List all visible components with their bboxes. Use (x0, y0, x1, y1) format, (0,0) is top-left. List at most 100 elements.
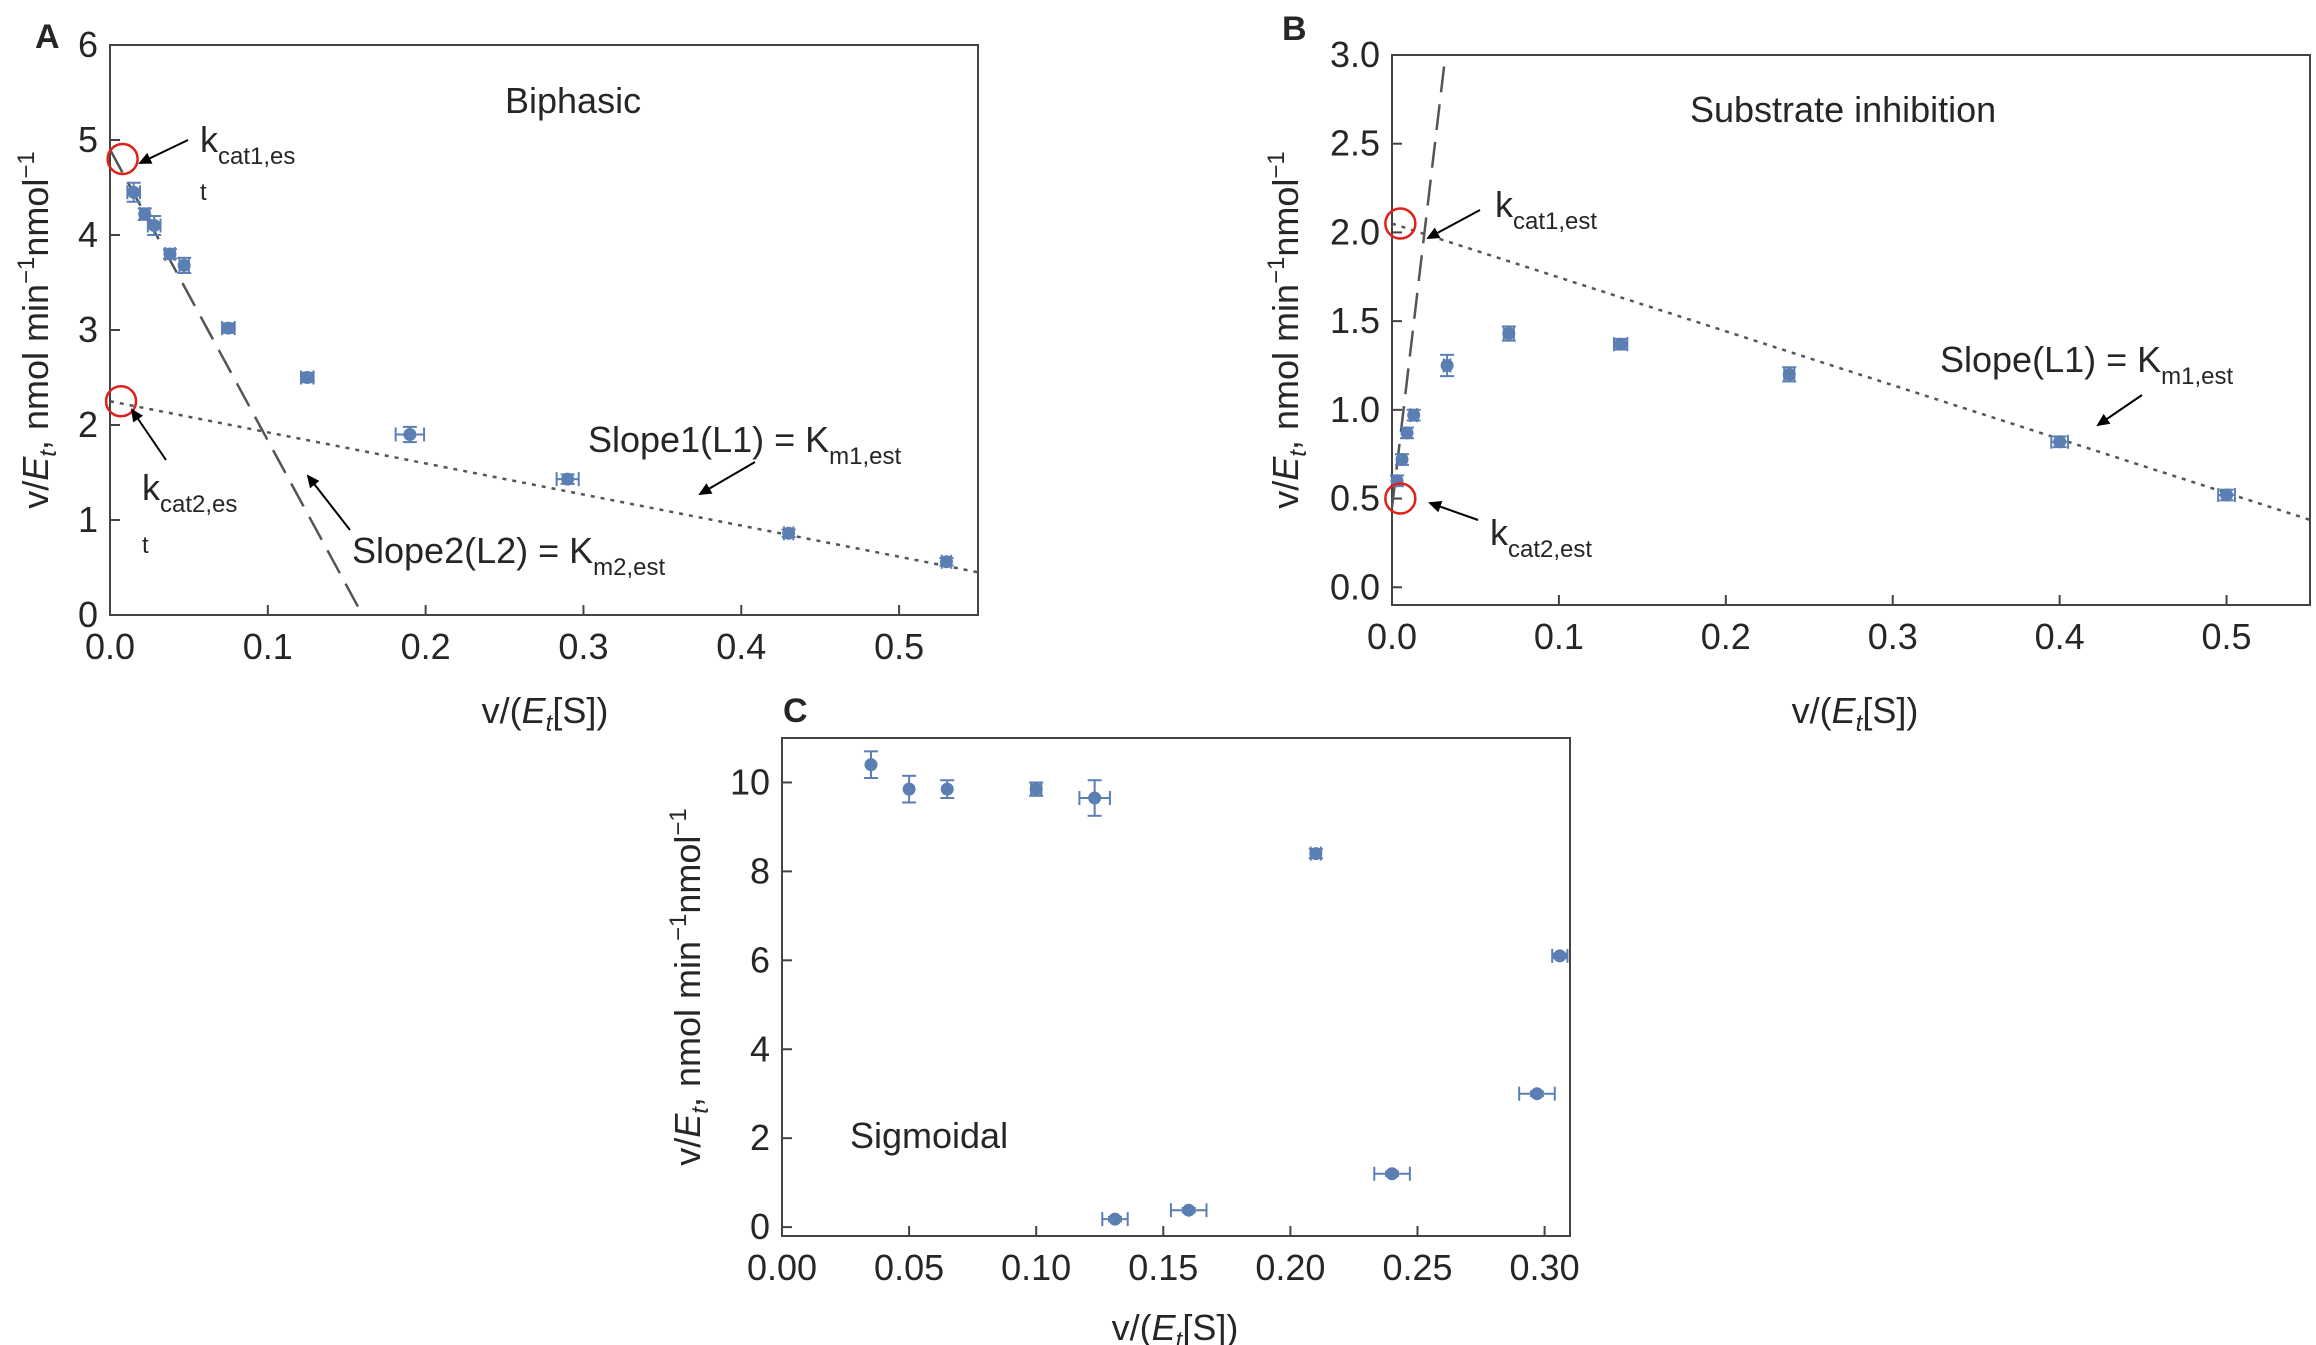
panel-b-data-point-5 (1501, 325, 1516, 342)
panel-c-marker-9 (1530, 1087, 1544, 1101)
slope1-sub: m1,est (829, 443, 901, 470)
panel-b-ytick-label-5: 2.5 (1330, 123, 1380, 164)
slope2-arrow (306, 474, 351, 531)
panel-c-xtick-label-4: 0.20 (1255, 1247, 1325, 1288)
panel-a-ylabel: v/Et, nmol min−1nmol−1 (13, 151, 62, 509)
panel-a-xtick-label-4: 0.4 (716, 626, 766, 667)
b-kcat2-arrow (1428, 501, 1479, 521)
panel-c-data-point-6 (1169, 1203, 1208, 1218)
panel-a-xtick-label-2: 0.2 (401, 626, 451, 667)
panel-a-marker-8 (561, 472, 575, 486)
panel-b-marker-2 (1400, 426, 1414, 440)
panel-a-marker-5 (221, 321, 235, 335)
kcat2-sub2: t (142, 532, 149, 559)
panel-a-xlabel: v/(Et[S]) (482, 690, 609, 737)
panel-b-fit-line-dotted (1391, 222, 2311, 522)
panel-a-data-point-4 (177, 256, 192, 274)
b-kcat1-arrow (1426, 209, 1481, 239)
panel-b-data-point-3 (1406, 408, 1421, 423)
panel-b-ytick-label-2: 1.0 (1330, 389, 1380, 430)
panel-c-marker-7 (1309, 847, 1323, 861)
panel-label-a: A (35, 18, 60, 56)
panel-a-xtick-label-5: 0.5 (874, 626, 924, 667)
svg-text:kcat2,est: kcat2,est (1490, 512, 1592, 563)
panel-b-data-point-8 (2050, 434, 2069, 449)
panel-a-data-point-10 (939, 554, 954, 569)
panel-c-xtick-label-2: 0.10 (1001, 1247, 1071, 1288)
b-slope-sub: m1,est (2161, 363, 2233, 390)
panel-a-ytick-label-0: 0 (78, 594, 98, 635)
panel-a-data-point-2 (146, 215, 162, 236)
panel-b-highlight-circle-1 (1384, 482, 1417, 515)
panel-a-data-point-7 (394, 425, 426, 444)
panel-a-xtick-label-3: 0.3 (558, 626, 608, 667)
panel-a-marker-1 (138, 207, 152, 221)
panel-c-title: Sigmoidal (850, 1115, 1008, 1156)
kcat1-arrow (138, 139, 189, 164)
panel-c-ytick-label-5: 10 (730, 761, 770, 802)
panel-a-marker-10 (939, 555, 953, 569)
panel-a-title: Biphasic (505, 80, 641, 121)
panel-a-marker-6 (300, 371, 314, 384)
panel-b-plot-frame (1391, 54, 2311, 606)
panel-c-ytick-label-2: 4 (750, 1028, 770, 1069)
b-slope-arrow (2096, 394, 2143, 427)
panel-a-annotation-kcat2: kcat2,es t (130, 408, 237, 559)
panel-c-data-point-5 (1101, 1212, 1129, 1227)
panel-a-annotation-kcat1: kcat1,es t (138, 119, 295, 206)
panel-c-marker-0 (864, 758, 878, 772)
b-kcat2-sub: cat2,est (1508, 536, 1592, 563)
panel-c-xtick-label-6: 0.30 (1510, 1247, 1580, 1288)
panel-label-c: C (783, 692, 808, 730)
panel-a-xtick-label-1: 0.1 (243, 626, 293, 667)
panel-b-marker-5 (1502, 327, 1516, 341)
panel-b-ytick-label-3: 1.5 (1330, 300, 1380, 341)
panel-a-data-point-0 (126, 181, 141, 203)
panel-b-xtick-label-5: 0.5 (2202, 616, 2252, 657)
panel-b-xtick-label-2: 0.2 (1701, 616, 1751, 657)
slope2-sub: m2,est (593, 554, 665, 581)
panel-b-highlight-circle-0 (1384, 207, 1417, 240)
slope1-main: Slope1(L1) = K (588, 419, 829, 460)
panel-c-data-point-3 (1029, 781, 1044, 797)
panel-a-data-point-1 (137, 207, 152, 222)
panel-c-marker-8 (1385, 1167, 1399, 1181)
panel-c-marker-6 (1182, 1203, 1196, 1217)
panel-c-marker-3 (1029, 782, 1043, 796)
svg-text:kcat1,es: kcat1,es (200, 119, 295, 170)
panel-b-marker-3 (1407, 408, 1421, 422)
panel-a-marker-9 (782, 526, 796, 540)
panel-b-data-point-4 (1440, 353, 1455, 378)
panel-b: B 0.0 0.1 0.2 0.3 0.4 0.5 0.0 0.5 1.0 1.5 2.0 2.5 3.… (1263, 10, 2311, 737)
kcat1-sub2: t (200, 179, 207, 206)
svg-text:kcat1,est: kcat1,est (1495, 184, 1597, 235)
slope2-main: Slope2(L2) = K (352, 530, 593, 571)
panel-c-data-point-2 (940, 779, 955, 800)
panel-c-data-point-7 (1308, 846, 1323, 861)
panel-a-marker-0 (127, 185, 141, 199)
kcat2-main: k (142, 467, 161, 508)
panel-b-xtick-label-4: 0.4 (2035, 616, 2085, 657)
panel-b-annotation-kcat2: kcat2,est (1428, 501, 1592, 563)
panel-b-marker-4 (1440, 358, 1454, 372)
panel-a-ytick-label-2: 2 (78, 404, 98, 445)
panel-a-ytick-label-1: 1 (78, 499, 98, 540)
panel-c-marker-4 (1088, 791, 1102, 805)
svg-text:Slope1(L1) = Km1,est: Slope1(L1) = Km1,est (588, 419, 902, 470)
panel-b-data-point-6 (1612, 337, 1629, 352)
panel-a-ytick-label-6: 6 (78, 24, 98, 65)
kcat1-main: k (200, 119, 219, 160)
panel-c-data-point-8 (1373, 1166, 1411, 1181)
slope1-arrow (698, 461, 756, 496)
b-kcat1-sub: cat1,est (1513, 208, 1597, 235)
panel-c-ytick-label-4: 8 (750, 850, 770, 891)
svg-text:kcat2,es: kcat2,es (142, 467, 237, 518)
panel-label-b: B (1282, 10, 1307, 48)
panel-b-ytick-label-6: 3.0 (1330, 34, 1380, 75)
panel-a-data-point-3 (162, 247, 177, 261)
panel-c-data-point-1 (902, 774, 917, 804)
panel-c-ytick-label-3: 6 (750, 939, 770, 980)
b-kcat1-main: k (1495, 184, 1514, 225)
panel-a-marker-7 (403, 428, 417, 441)
panel-c-data-point-0 (863, 750, 878, 780)
